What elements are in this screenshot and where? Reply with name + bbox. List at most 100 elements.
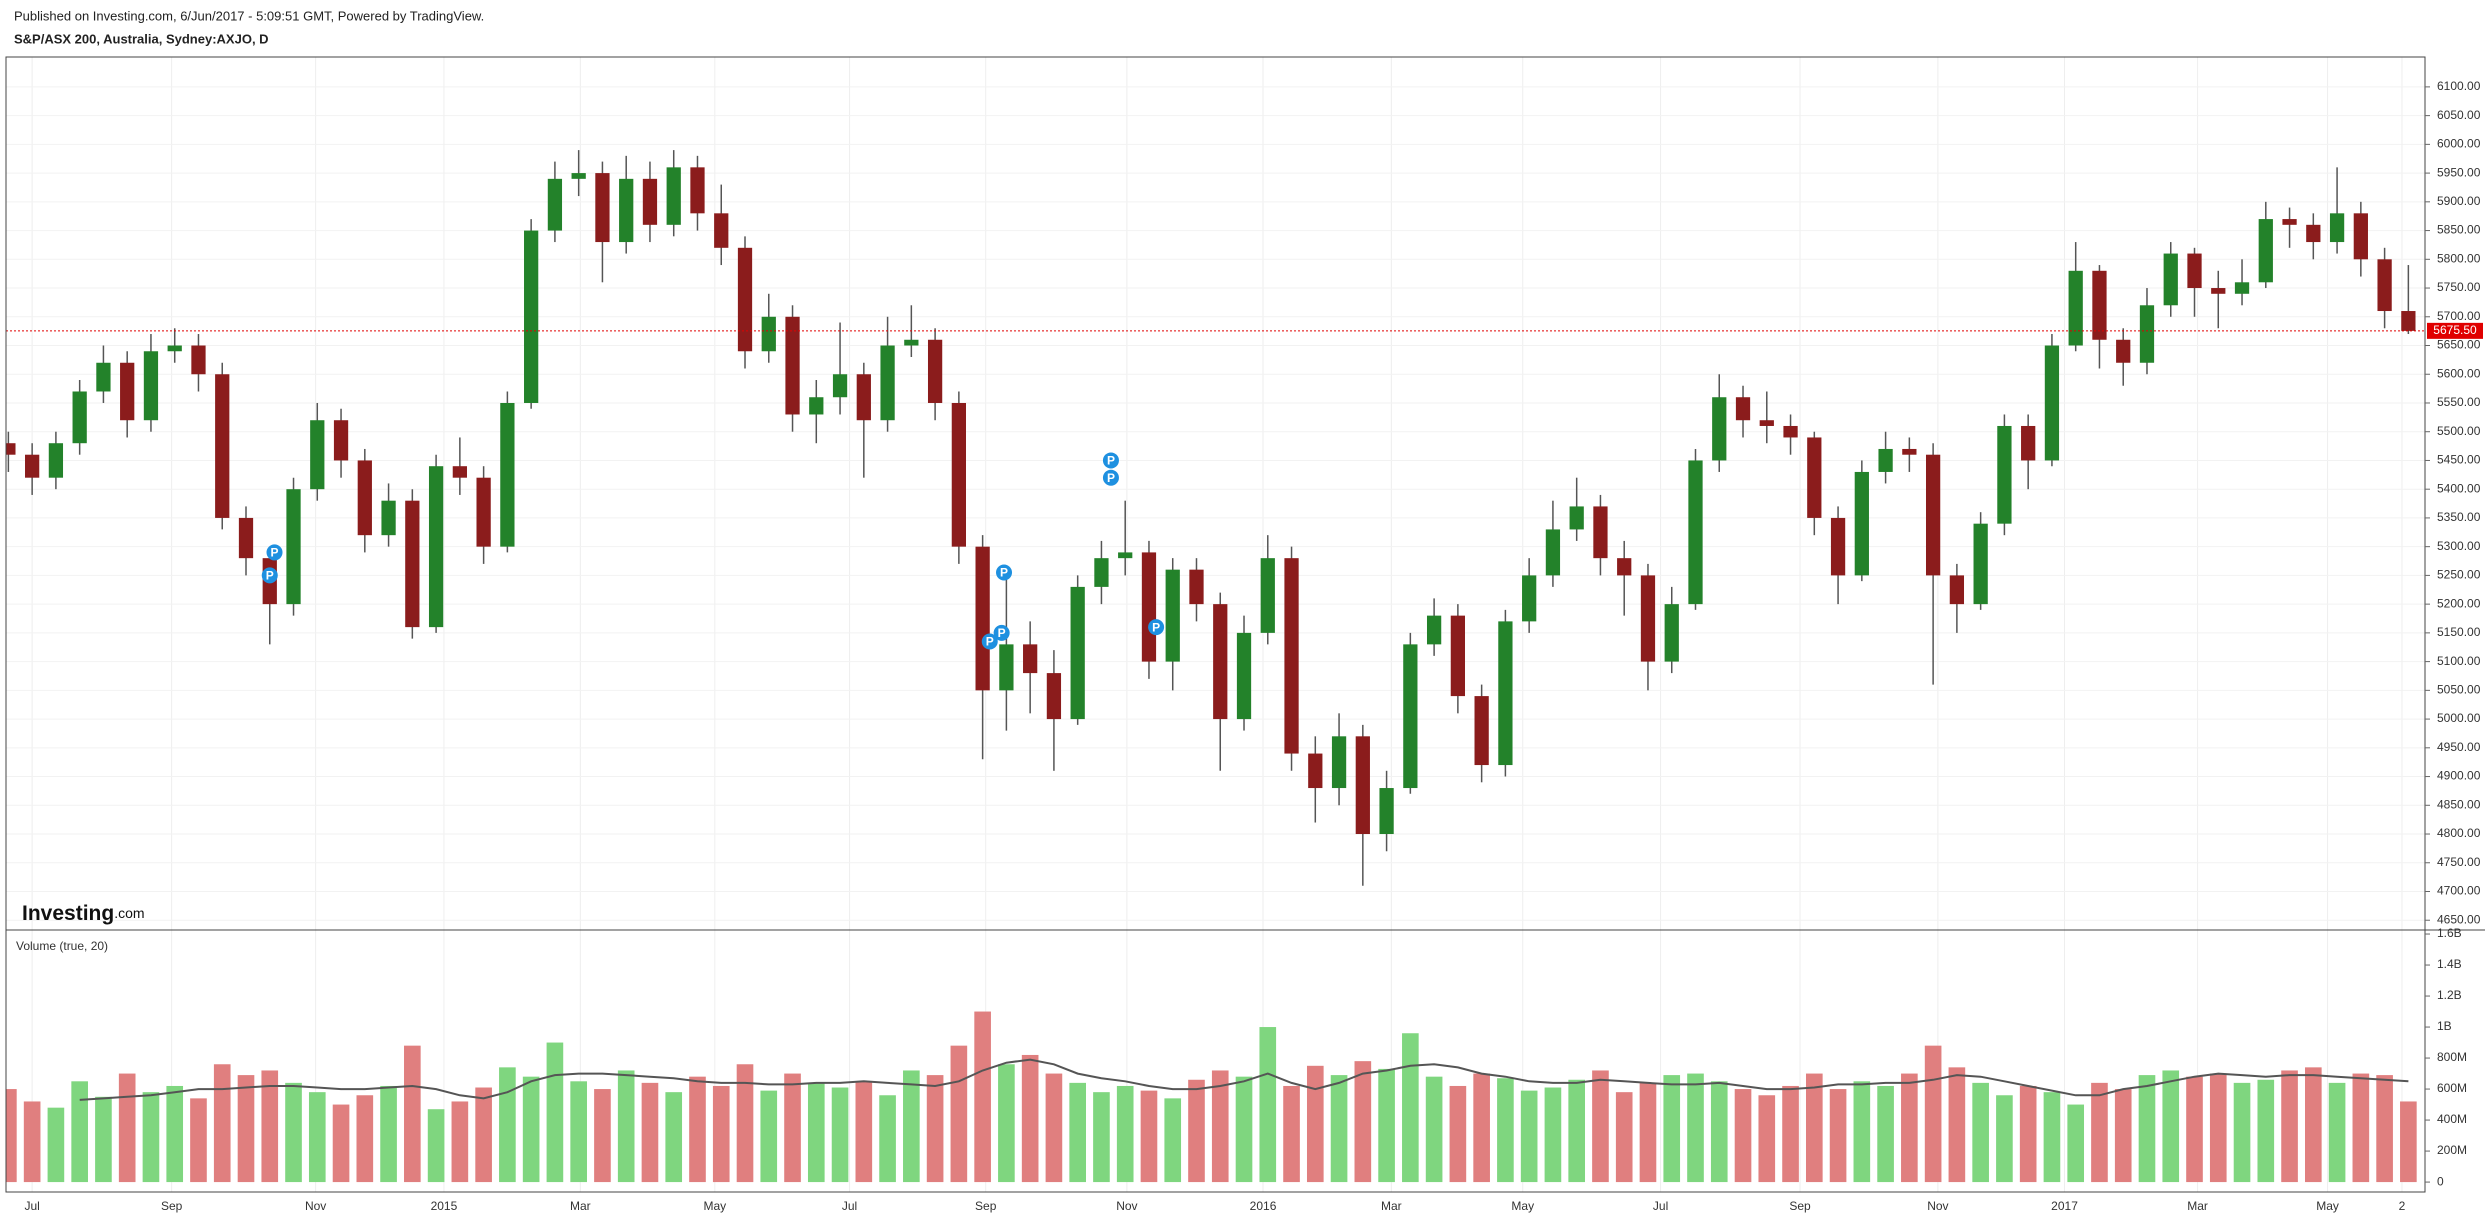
event-marker — [993, 624, 1010, 641]
y-tick-label: 6050.00 — [2437, 108, 2481, 122]
candle-body — [1569, 506, 1584, 530]
volume-bar — [1093, 1092, 1110, 1183]
volume-bar — [2209, 1073, 2227, 1183]
volume-bar — [594, 1089, 611, 1183]
volume-bar — [190, 1098, 207, 1183]
volume-bar — [475, 1087, 492, 1183]
x-tick-label: Nov — [1116, 1199, 1137, 1213]
y-tick-label: 5550.00 — [2437, 395, 2481, 409]
volume-bar — [2400, 1101, 2417, 1183]
candle-body — [238, 517, 254, 559]
volume-tick-label: 400M — [2437, 1112, 2467, 1126]
candle-body — [1759, 420, 1774, 426]
y-tick-label: 5950.00 — [2437, 165, 2481, 179]
candle-body — [1094, 558, 1109, 587]
candle-body — [1830, 517, 1846, 576]
x-tick-label: Jul — [1653, 1199, 1668, 1213]
volume-bar — [427, 1109, 445, 1183]
watermark-brand: Investing — [22, 902, 114, 925]
candle-body — [1070, 586, 1085, 720]
candle-body — [1593, 506, 1608, 559]
volume-bar — [237, 1075, 255, 1183]
y-tick-label: 6000.00 — [2437, 137, 2481, 151]
y-tick-label: 5750.00 — [2437, 280, 2481, 294]
candle-body — [951, 402, 966, 547]
y-tick-label: 4700.00 — [2437, 884, 2481, 898]
candle-body — [1046, 673, 1062, 720]
y-tick-label: 5300.00 — [2437, 539, 2481, 553]
y-tick-label: 6100.00 — [2437, 79, 2481, 93]
x-tick-label: Mar — [1381, 1199, 1402, 1213]
volume-bar — [1330, 1075, 1348, 1183]
x-tick-label: May — [2316, 1199, 2339, 1213]
event-marker — [261, 567, 278, 584]
candle-body — [1522, 575, 1537, 622]
volume-bar — [47, 1107, 65, 1183]
x-tick-label: Mar — [570, 1199, 591, 1213]
candle-body — [120, 362, 135, 421]
event-label: P — [1152, 620, 1160, 634]
x-tick-label: May — [703, 1199, 726, 1213]
symbol-title: S&P/ASX 200, Australia, Sydney:AXJO, D — [14, 31, 269, 46]
y-tick-label: 5200.00 — [2437, 596, 2481, 610]
candle-body — [143, 351, 159, 421]
y-tick-label: 4900.00 — [2437, 769, 2481, 783]
volume-bar — [2281, 1070, 2298, 1183]
volume-bar — [974, 1011, 991, 1183]
volume-bar — [1354, 1061, 1372, 1183]
volume-bar — [285, 1082, 302, 1183]
candle-body — [1664, 604, 1679, 662]
y-tick-label: 4950.00 — [2437, 740, 2481, 754]
candle-body — [2021, 425, 2036, 461]
event-marker — [1148, 619, 1165, 636]
candle-body — [1403, 644, 1418, 789]
candle-body — [500, 402, 515, 547]
volume-bar — [1283, 1085, 1300, 1183]
volume-bar — [1568, 1079, 1586, 1183]
candle-body — [1284, 558, 1299, 754]
x-tick-label: 2 — [2399, 1199, 2406, 1213]
event-marker — [981, 633, 998, 650]
volume-bar — [23, 1101, 41, 1183]
volume-bar — [903, 1070, 920, 1183]
y-tick-label: 5500.00 — [2437, 424, 2481, 438]
x-tick-label: 2015 — [431, 1199, 458, 1213]
candle-body — [1973, 523, 1988, 605]
volume-bar — [1592, 1070, 1609, 1183]
candle-body — [2068, 270, 2083, 346]
event-label: P — [986, 635, 994, 649]
volume-bar — [1639, 1082, 1657, 1183]
volume-bar — [1235, 1076, 1253, 1183]
candle-body — [1474, 696, 1489, 766]
candle-body — [524, 230, 539, 403]
candle-body — [1236, 632, 1252, 720]
candle-body — [2211, 288, 2226, 294]
candle-body — [1997, 425, 2012, 524]
candle-body — [1712, 397, 1727, 461]
volume-bar — [2019, 1085, 2037, 1183]
candle-body — [2092, 270, 2107, 340]
candle-body — [2329, 213, 2345, 243]
y-tick-label: 5450.00 — [2437, 453, 2481, 467]
candle-body — [571, 173, 586, 179]
y-tick-label: 4800.00 — [2437, 826, 2481, 840]
volume-bar — [356, 1095, 374, 1183]
candle-body — [1617, 558, 1632, 576]
x-tick-label: Jul — [842, 1199, 857, 1213]
candle-body — [1450, 615, 1466, 697]
candle-body — [1640, 575, 1656, 662]
volume-bar — [1306, 1065, 1324, 1183]
volume-bar — [1069, 1082, 1086, 1183]
volume-bar — [1449, 1085, 1467, 1183]
y-tick-label: 5000.00 — [2437, 711, 2481, 725]
volume-title: Volume (true, 20) — [16, 939, 108, 953]
y-tick-label: 5250.00 — [2437, 568, 2481, 582]
volume-bar — [1259, 1027, 1277, 1183]
published-note: Published on Investing.com, 6/Jun/2017 -… — [14, 8, 484, 23]
event-label: P — [271, 546, 279, 560]
volume-bar — [1972, 1082, 1989, 1183]
candle-body — [2116, 339, 2131, 363]
volume-bar — [1829, 1089, 1847, 1183]
volume-bar — [760, 1090, 778, 1183]
